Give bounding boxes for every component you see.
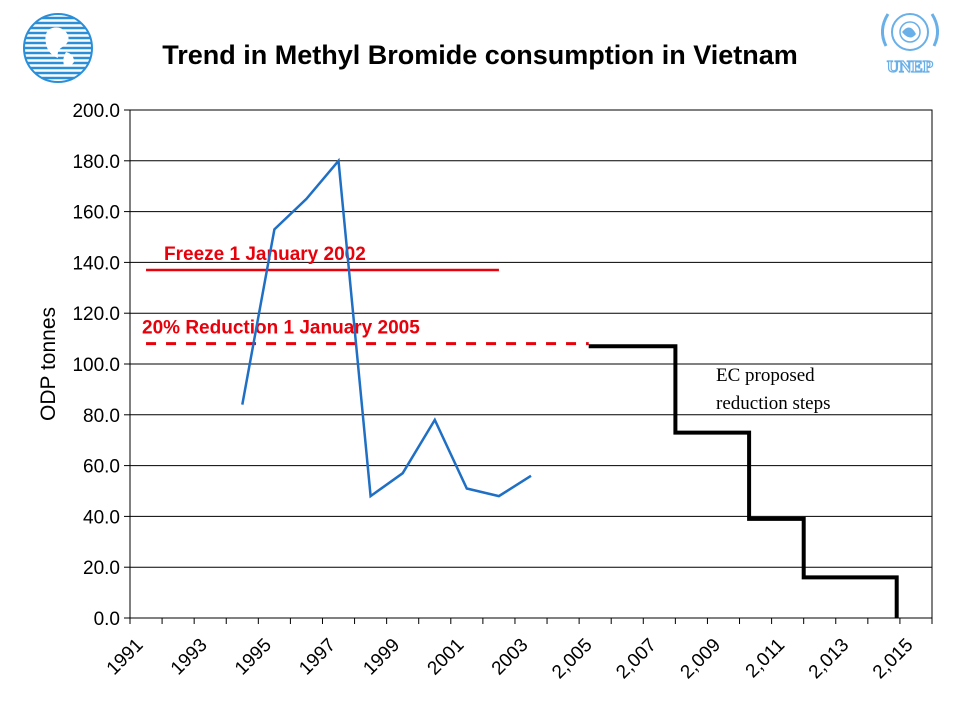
x-tick-label: 1993 [167, 635, 212, 680]
reduction-label: 20% Reduction 1 January 2005 [142, 318, 420, 339]
y-axis-ticks: 0.0 20.0 40.0 60.0 80.0 100.0 120.0 140.0 160.0 1… [72, 101, 130, 630]
y-tick-label: 180.0 [72, 152, 120, 173]
x-tick-label: 2001 [424, 635, 469, 680]
x-tick-label: 1995 [231, 635, 276, 680]
y-tick-label: 0.0 [94, 609, 120, 630]
y-tick-label: 20.0 [83, 558, 120, 579]
reference-lines: Freeze 1 January 2002 20% Reduction 1 Jan… [142, 244, 589, 346]
unep-logo-icon: UNEP [881, 13, 939, 76]
x-tick-label: 2,009 [677, 635, 725, 683]
gridlines [130, 109, 932, 619]
ec-annotation-line: reduction steps [716, 393, 831, 414]
y-tick-label: 40.0 [83, 507, 120, 528]
x-tick-label: 2,011 [742, 635, 789, 682]
x-tick-label: 2,007 [612, 635, 660, 683]
y-tick-label: 80.0 [83, 406, 120, 427]
consumption-series-line [241, 157, 532, 499]
x-tick-label: 1999 [359, 635, 404, 680]
y-tick-label: 120.0 [72, 304, 120, 325]
y-axis-label: ODP tonnes [37, 307, 60, 421]
y-tick-label: 100.0 [72, 355, 120, 376]
chart-title: Trend in Methyl Bromide consumption in V… [162, 40, 798, 70]
ec-annotation-line: EC proposed [716, 365, 815, 386]
unep-logo-text: UNEP [887, 57, 933, 76]
y-tick-label: 160.0 [72, 203, 120, 224]
ec-proposed-steps-line [588, 344, 899, 618]
y-tick-label: 140.0 [72, 253, 120, 274]
x-axis-ticks: 1991 1993 1995 1997 1999 2001 2003 2,005 2,007 2,… [103, 618, 933, 683]
x-tick-label: 2003 [488, 635, 533, 680]
x-tick-label: 1997 [295, 635, 340, 680]
annotations: EC proposed reduction steps [716, 365, 831, 414]
x-tick-label: 2,005 [548, 635, 596, 683]
x-tick-label: 2,013 [805, 635, 853, 683]
series-layer [241, 157, 899, 619]
x-tick-label: 2,015 [869, 635, 917, 683]
freeze-label: Freeze 1 January 2002 [164, 244, 366, 265]
y-tick-label: 200.0 [72, 101, 120, 122]
x-tick-label: 1991 [103, 635, 148, 680]
y-tick-label: 60.0 [83, 457, 120, 478]
globe-logo-icon [23, 13, 93, 83]
